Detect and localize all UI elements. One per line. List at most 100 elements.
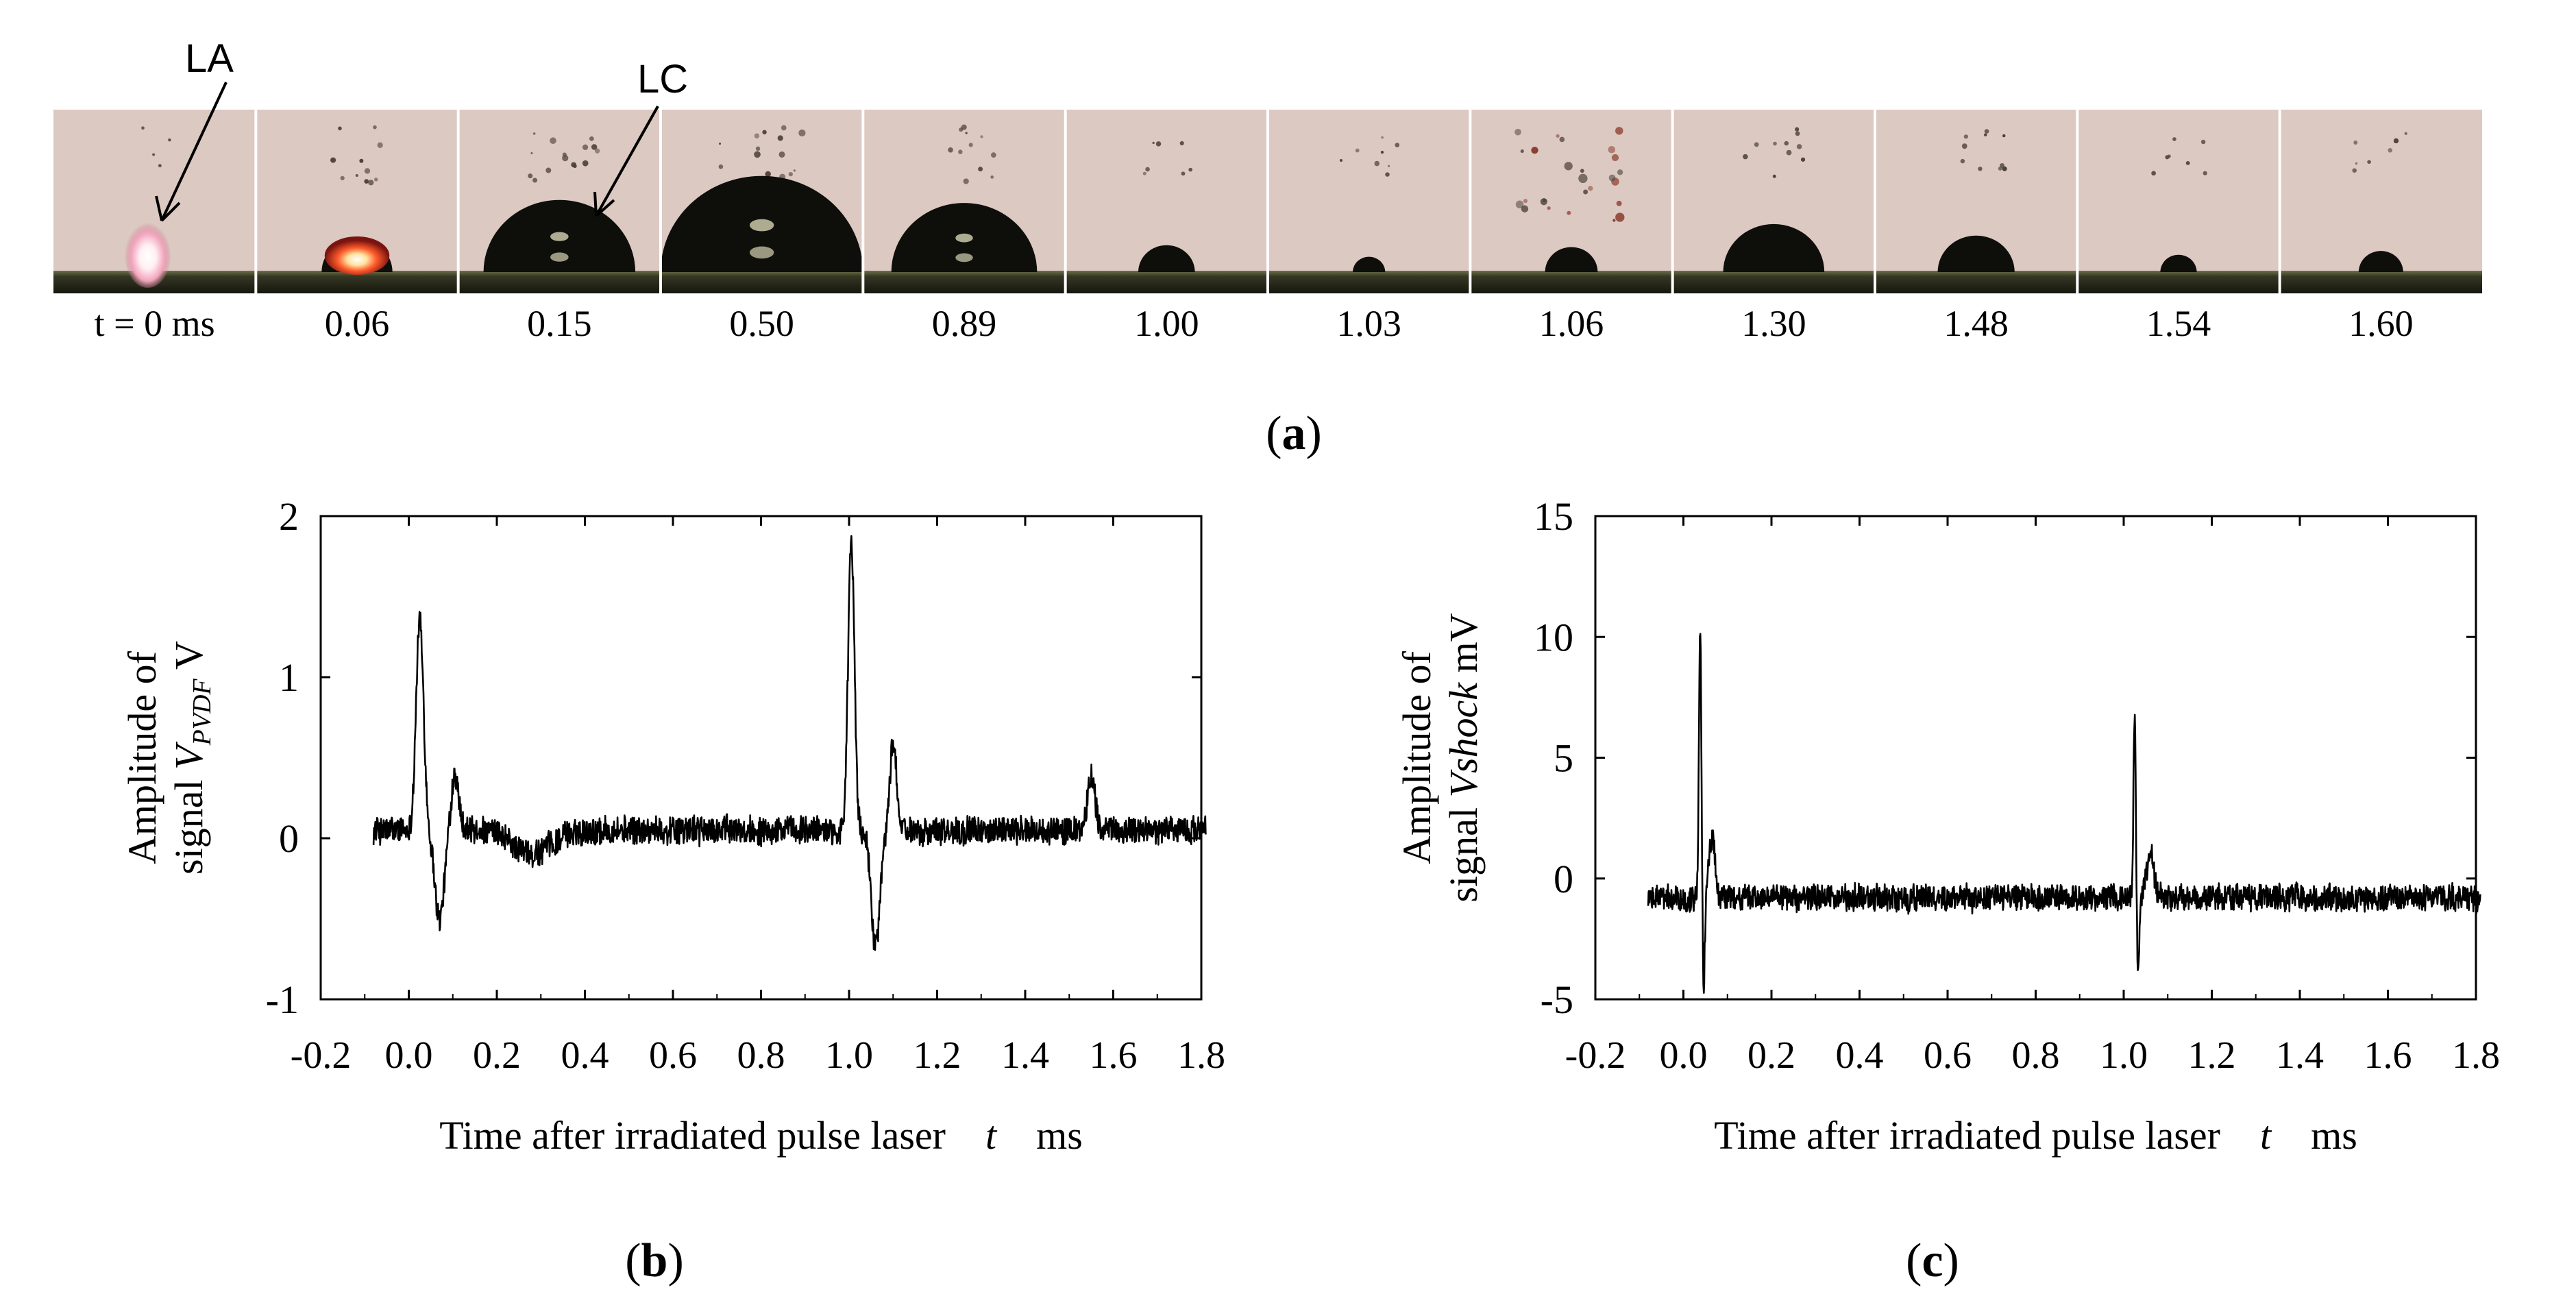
ejecta-particle <box>958 149 963 154</box>
x-tick-label: 1.6 <box>2364 1034 2412 1077</box>
y-tick-label: 0 <box>1554 857 1573 901</box>
ejecta-particle <box>1984 133 1987 136</box>
frame-floor <box>1875 271 2078 293</box>
ejecta-particle <box>2002 134 2006 138</box>
ejecta-particle <box>2388 147 2393 153</box>
ejecta-particle <box>798 129 806 137</box>
ejecta-particle <box>1521 205 1529 212</box>
ejecta-particle <box>978 167 983 172</box>
bubble <box>1723 223 1825 272</box>
ejecta-particle <box>793 169 796 172</box>
frame-11 <box>2279 110 2482 293</box>
panel-a-label: (a) <box>1266 407 1322 460</box>
ejecta-particle <box>1542 198 1547 203</box>
ejecta-particle <box>719 143 722 145</box>
frame-time-label: 0.06 <box>325 303 390 344</box>
laser-plasma <box>324 236 390 275</box>
x-tick-label: 0.6 <box>649 1034 697 1077</box>
ejecta-particle <box>1567 210 1571 215</box>
ejecta-particle <box>2355 162 2358 165</box>
ejecta-particle <box>355 173 358 178</box>
ejecta-particle <box>340 175 345 181</box>
bubble-highlight <box>550 232 569 241</box>
panel-c-label: (c) <box>1906 1234 1959 1287</box>
frame-time-label: 1.03 <box>1336 303 1401 344</box>
ejecta-particle <box>788 171 793 177</box>
ejecta-particle <box>532 178 538 183</box>
x-tick-label: 0.2 <box>1747 1034 1795 1077</box>
x-axis-label: Time after irradiated pulse laser t ms <box>439 1113 1083 1158</box>
ejecta-particle <box>1380 151 1384 154</box>
frame-time-label: t = 0 ms <box>95 303 215 344</box>
y-tick-label: 0 <box>279 816 299 861</box>
ejecta-particle <box>545 167 552 173</box>
ejecta-particle <box>755 146 761 151</box>
ejecta-particle <box>1142 171 1146 175</box>
x-tick-label: 0.8 <box>737 1034 785 1077</box>
x-tick-label: 0.0 <box>385 1034 433 1077</box>
ejecta-particle <box>364 168 371 174</box>
arrow-lc-shaft <box>595 106 659 217</box>
chart-c: -0.2 0.0 0.2 0.4 0.6 0.8 1.0 1.2 1.4 1.6 1.8 -5 0 5 10… <box>1395 494 2500 1158</box>
signal-line <box>372 535 1207 951</box>
frame-time-label: 1.48 <box>1943 303 2009 344</box>
ejecta-particle <box>1155 141 1162 147</box>
ejecta-particle <box>1784 141 1789 146</box>
ejecta-particle <box>1188 167 1193 172</box>
ejecta-particle <box>1564 162 1573 171</box>
frame-time-label: 1.60 <box>2348 303 2414 344</box>
ejecta-particle <box>1355 148 1360 153</box>
frame-time-labels: t = 0 ms 0.06 0.15 0.50 0.89 1.00 1.03 1.06 1.30… <box>95 303 2414 344</box>
ejecta-particle <box>1523 199 1528 204</box>
frame-7 <box>1470 110 1673 293</box>
bubble <box>2160 254 2197 272</box>
y-tick-label: 2 <box>279 494 299 539</box>
x-tick-label: 1.8 <box>2452 1034 2500 1077</box>
ejecta-particle <box>2203 171 2207 175</box>
ejecta-particle <box>1612 219 1616 222</box>
x-tick-label: 1.2 <box>2188 1034 2236 1077</box>
plot-frame <box>319 515 1203 1001</box>
ejecta-particle <box>1608 145 1616 154</box>
annotation-la: LA <box>185 36 234 81</box>
ejecta-particle <box>582 144 589 150</box>
x-tick-label: -0.2 <box>291 1034 352 1077</box>
frame-floor <box>1672 271 1875 293</box>
frame-floor <box>1268 271 1471 293</box>
ejecta-particle <box>2353 141 2358 145</box>
ejecta-particle <box>1800 157 1806 162</box>
x-tick-label: 1.6 <box>1090 1034 1138 1077</box>
ejecta-particle <box>765 171 771 178</box>
y-axis-label-line2: signal VPVDF V <box>167 641 217 875</box>
ejecta-particle <box>158 164 162 168</box>
ejecta-particle <box>1588 186 1593 191</box>
ejecta-particle <box>1984 129 1989 134</box>
laser-flash <box>124 219 171 288</box>
ejecta-particle <box>2165 155 2170 160</box>
bubble <box>1138 245 1195 272</box>
ejecta-particle <box>1772 174 1776 178</box>
ejecta-particle <box>1374 160 1380 167</box>
ejecta-particle <box>1578 173 1588 184</box>
frame-floor <box>1470 271 1673 293</box>
ejecta-particle <box>1381 136 1384 139</box>
arrow-lc-head <box>593 191 615 217</box>
frame-floor <box>1065 271 1268 293</box>
y-axis-label-line1: Amplitude of <box>1395 650 1439 864</box>
bubble <box>1545 247 1598 272</box>
ejecta-particle <box>2172 137 2176 141</box>
ejecta-particle <box>1520 149 1524 154</box>
frame-background <box>2077 110 2280 271</box>
signal-line <box>1647 633 2481 994</box>
frame-6 <box>1268 110 1471 293</box>
ejecta-particle <box>777 135 783 141</box>
ejecta-particle <box>1960 158 1965 164</box>
bubble-highlight <box>955 253 973 263</box>
ejecta-particle <box>1556 134 1560 138</box>
ejecta-particle <box>1385 172 1390 177</box>
ejecta-particle <box>1796 144 1802 149</box>
frame-floor <box>458 271 661 293</box>
ejecta-particle <box>1395 143 1400 147</box>
x-tick-label: 0.8 <box>2012 1034 2060 1077</box>
x-tick-label: 1.0 <box>2100 1034 2148 1077</box>
